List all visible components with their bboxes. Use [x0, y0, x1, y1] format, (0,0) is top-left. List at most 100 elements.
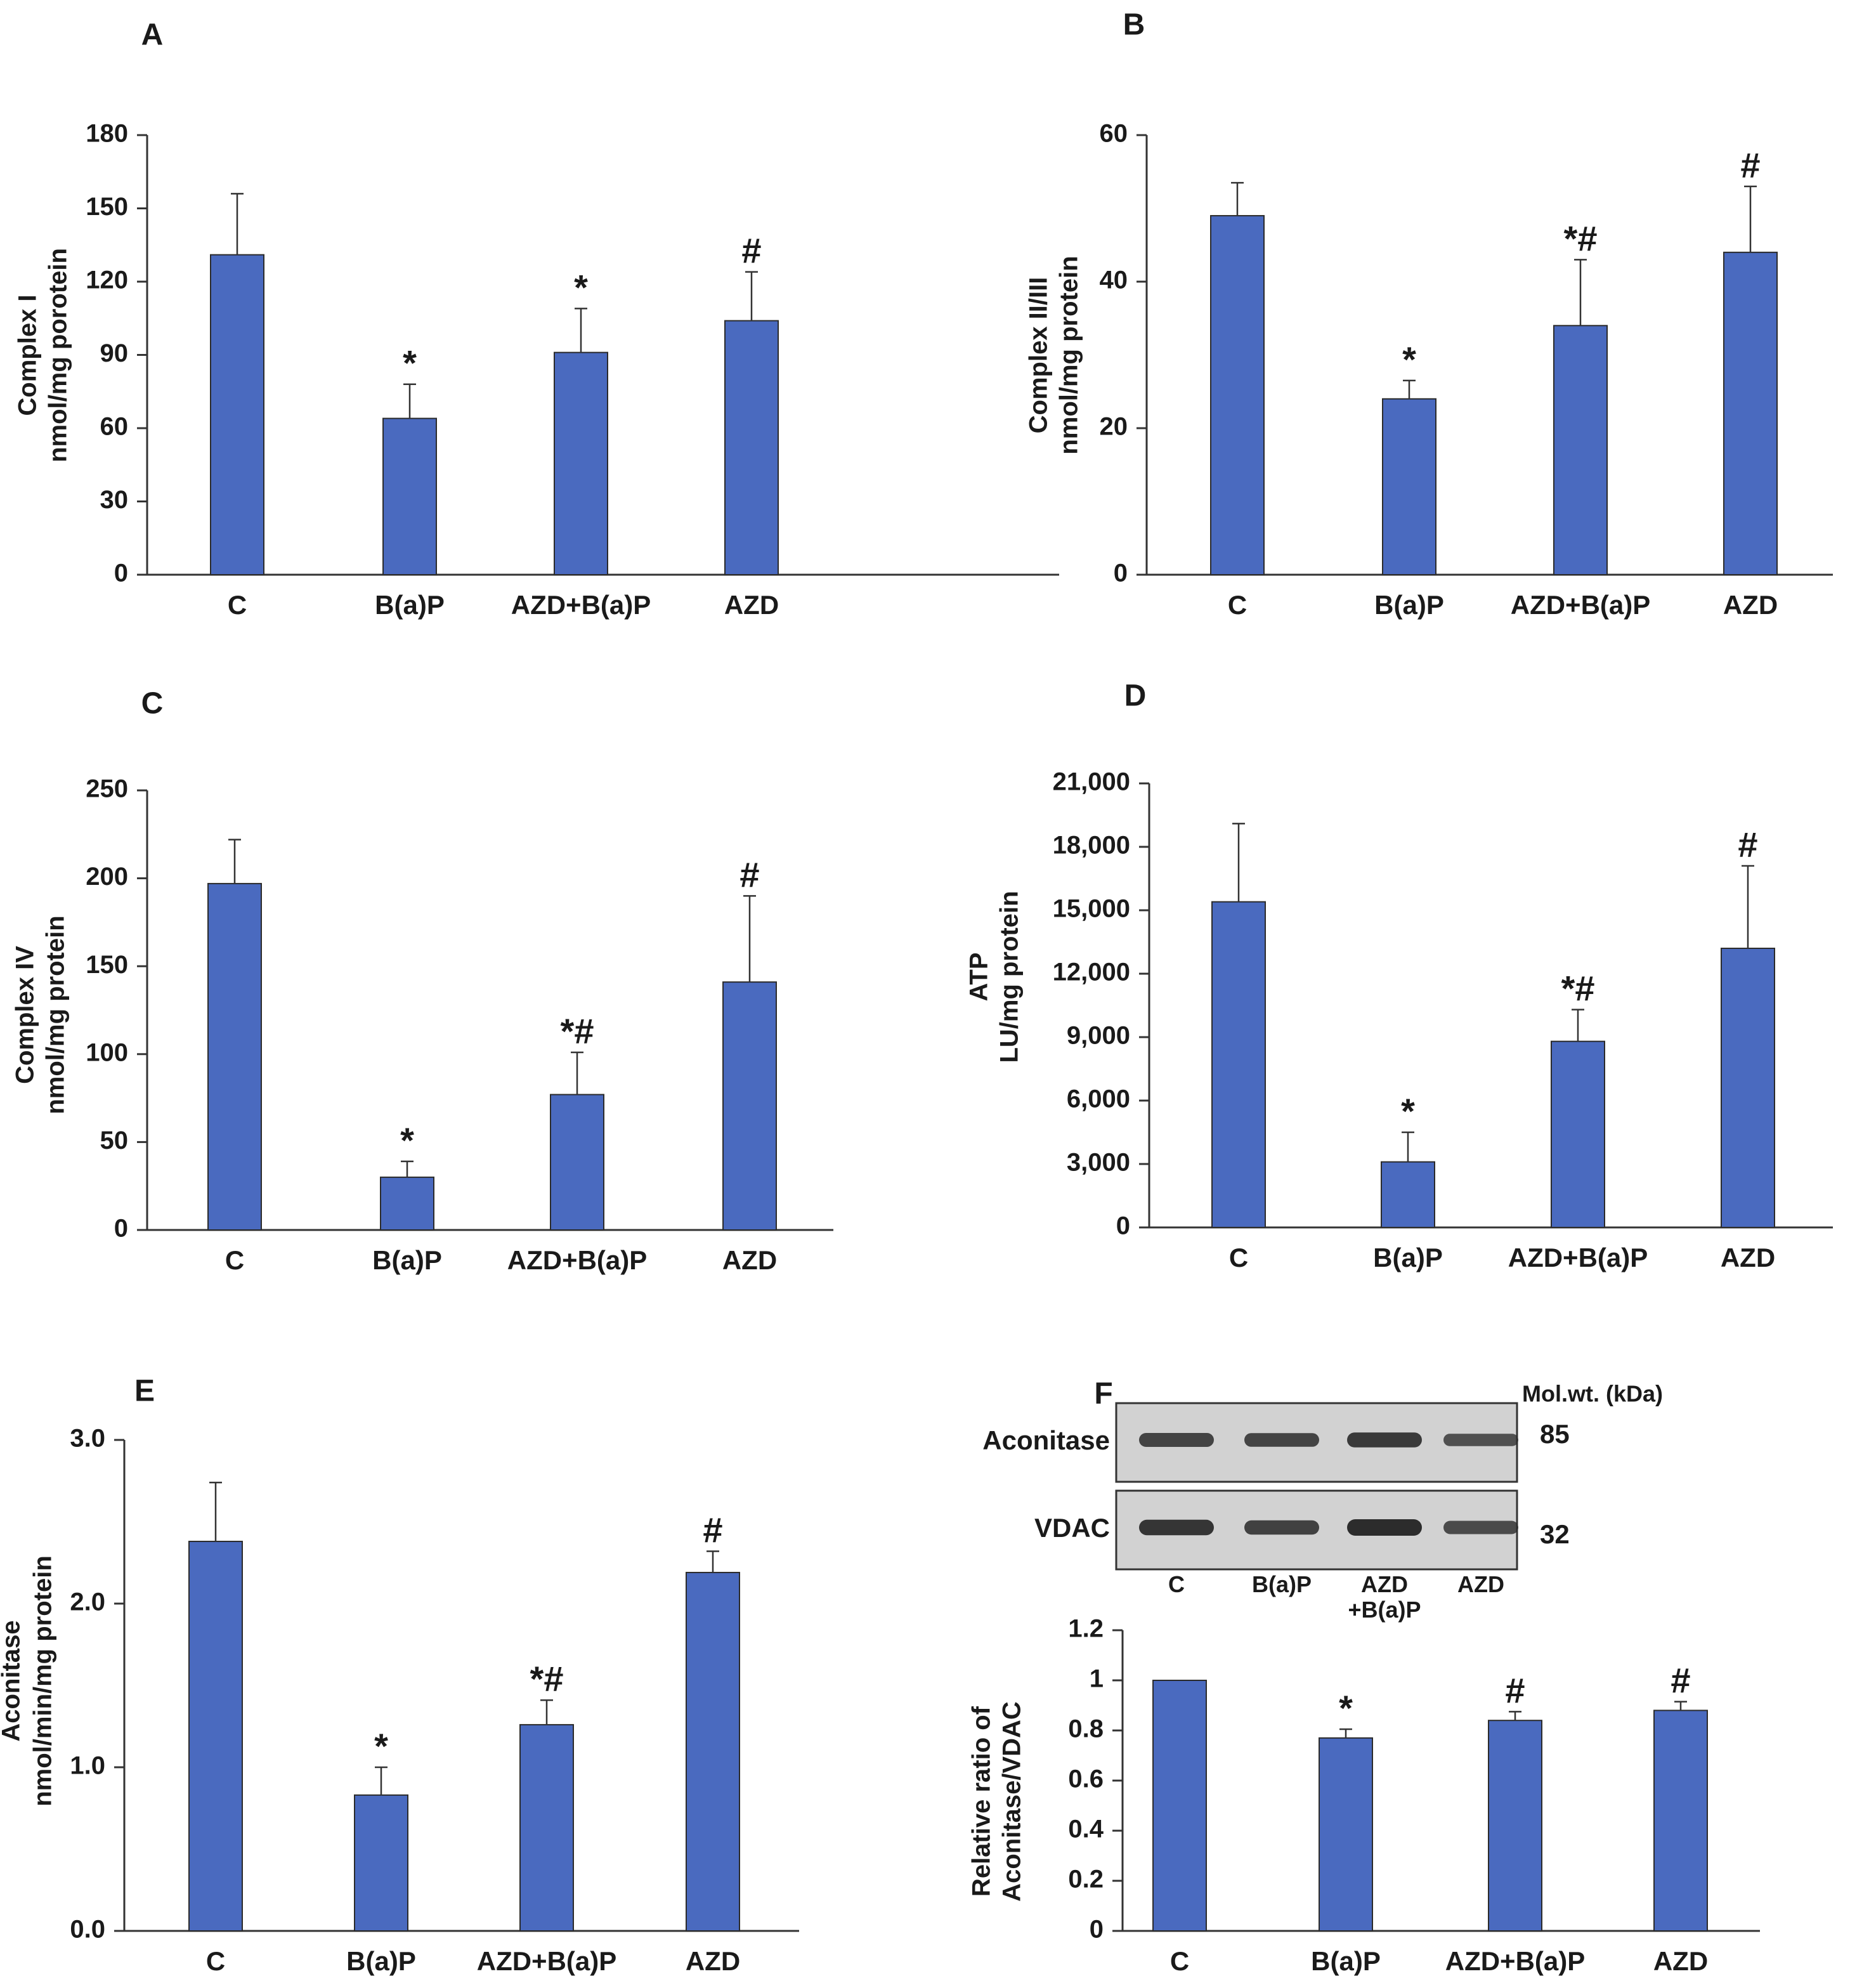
- bar: [1553, 325, 1608, 575]
- y-tick-label: 0: [1114, 559, 1128, 587]
- y-axis-title: Complex IV: [11, 946, 39, 1084]
- significance-marker: *#: [561, 1011, 594, 1051]
- y-axis-title: Complex I: [14, 294, 42, 415]
- y-axis-title: nmol/mg protein: [42, 915, 70, 1114]
- panel-label: E: [134, 1375, 155, 1408]
- bar: [1381, 1161, 1435, 1228]
- category-label: B(a)P: [372, 1245, 442, 1275]
- y-tick-label: 150: [86, 193, 128, 221]
- significance-marker: *: [1402, 339, 1416, 379]
- y-tick-label: 20: [1100, 413, 1128, 441]
- bar: [724, 320, 779, 575]
- y-tick-label: 150: [86, 951, 128, 979]
- significance-marker: #: [703, 1510, 722, 1550]
- bar: [550, 1094, 604, 1231]
- bar: [188, 1540, 243, 1932]
- mol-weight-header: Mol.wt. (kDa): [1522, 1381, 1663, 1407]
- y-axis-title: Complex II/III: [1025, 277, 1053, 434]
- y-tick-label: 12,000: [1053, 958, 1130, 986]
- mol-weight-value: 85: [1540, 1419, 1570, 1449]
- y-tick-label: 180: [86, 120, 128, 148]
- category-label: AZD+B(a)P: [477, 1946, 617, 1976]
- category-label: AZD: [686, 1946, 740, 1976]
- category-label: AZD+B(a)P: [1445, 1946, 1586, 1976]
- y-tick-label: 15,000: [1053, 895, 1130, 923]
- category-label: C: [225, 1245, 244, 1275]
- category-label: AZD+B(a)P: [1511, 590, 1651, 620]
- y-axis-title: nmol/mg protein: [1055, 256, 1083, 454]
- bar: [1319, 1737, 1373, 1932]
- bar: [1723, 251, 1778, 575]
- protein-band: [1139, 1519, 1214, 1536]
- significance-marker: *: [403, 343, 417, 383]
- category-label: C: [1228, 590, 1247, 620]
- bar: [210, 254, 264, 575]
- y-tick-label: 250: [86, 775, 128, 803]
- y-axis-title: Aconitase: [0, 1620, 25, 1741]
- y-tick-label: 60: [1100, 120, 1128, 148]
- panel-label: B: [1123, 8, 1145, 42]
- category-label: B(a)P: [1311, 1946, 1381, 1976]
- bar: [722, 981, 777, 1231]
- panel-label: D: [1124, 679, 1147, 713]
- significance-marker: #: [1740, 145, 1760, 185]
- significance-marker: *: [1401, 1091, 1415, 1131]
- bar: [1382, 398, 1436, 575]
- category-label: B(a)P: [375, 590, 445, 620]
- y-axis-title: LU/mg protein: [996, 891, 1024, 1063]
- y-tick-label: 100: [86, 1038, 128, 1066]
- y-tick-label: 90: [100, 339, 129, 367]
- y-tick-label: 40: [1100, 266, 1128, 294]
- chart-panel-c: C 0 50 100 150 200 250 Complex IV nmol/mg protei…: [11, 687, 833, 1275]
- chart-panel-e: E 0.0 1.0 2.0 3.0 Aconitase nmol/min/mg protei…: [0, 1375, 799, 1976]
- chart-panel-b: B 0 20 40 60 Complex II/III nmol/mg protein C * B…: [1025, 8, 1833, 620]
- protein-band: [1443, 1520, 1518, 1534]
- significance-marker: #: [739, 854, 759, 894]
- blot-lane-label: B(a)P: [1252, 1571, 1312, 1597]
- category-label: B(a)P: [1373, 1243, 1443, 1272]
- category-label: C: [206, 1946, 225, 1976]
- category-label: AZD+B(a)P: [511, 590, 651, 620]
- blot-row-label: VDAC: [1034, 1513, 1110, 1543]
- protein-band: [1347, 1432, 1422, 1448]
- y-tick-label: 2.0: [70, 1588, 105, 1616]
- significance-marker: *: [1339, 1688, 1353, 1728]
- protein-band: [1139, 1433, 1214, 1447]
- y-tick-label: 0: [114, 1215, 128, 1243]
- blot-lane-label: AZD: [1361, 1571, 1408, 1597]
- bar: [1210, 215, 1265, 575]
- y-tick-label: 0: [114, 559, 128, 587]
- category-label: B(a)P: [346, 1946, 416, 1976]
- y-tick-label: 1.2: [1068, 1615, 1104, 1643]
- blot-row-label: Aconitase: [982, 1425, 1110, 1455]
- y-tick-label: 0.0: [70, 1916, 105, 1944]
- chart-panel-d: D 0 3,000 6,000 9,000 12,000 15,000 18,000 21,00…: [965, 679, 1833, 1272]
- bar: [1211, 901, 1266, 1228]
- bar: [1653, 1710, 1708, 1932]
- significance-marker: *#: [1561, 969, 1595, 1009]
- category-label: AZD: [1721, 1243, 1775, 1272]
- bar: [1152, 1680, 1207, 1932]
- significance-marker: *: [574, 267, 588, 307]
- category-label: AZD+B(a)P: [507, 1245, 648, 1275]
- category-label: AZD: [722, 1245, 777, 1275]
- y-tick-label: 30: [100, 486, 129, 514]
- panel-label: A: [141, 18, 164, 52]
- blot-lane-label: +B(a)P: [1348, 1597, 1421, 1623]
- significance-marker: #: [1671, 1661, 1690, 1701]
- y-tick-label: 18,000: [1053, 832, 1130, 860]
- y-tick-label: 9,000: [1067, 1022, 1130, 1050]
- bar: [554, 351, 608, 576]
- category-label: C: [1229, 1243, 1248, 1272]
- bar: [354, 1794, 408, 1932]
- category-label: AZD: [1723, 590, 1778, 620]
- bar: [382, 417, 437, 575]
- y-tick-label: 0.8: [1068, 1715, 1104, 1743]
- significance-marker: *: [400, 1120, 414, 1160]
- protein-band: [1244, 1433, 1319, 1447]
- bar: [1488, 1720, 1542, 1932]
- y-axis-title: nmol/mg porotein: [44, 248, 72, 462]
